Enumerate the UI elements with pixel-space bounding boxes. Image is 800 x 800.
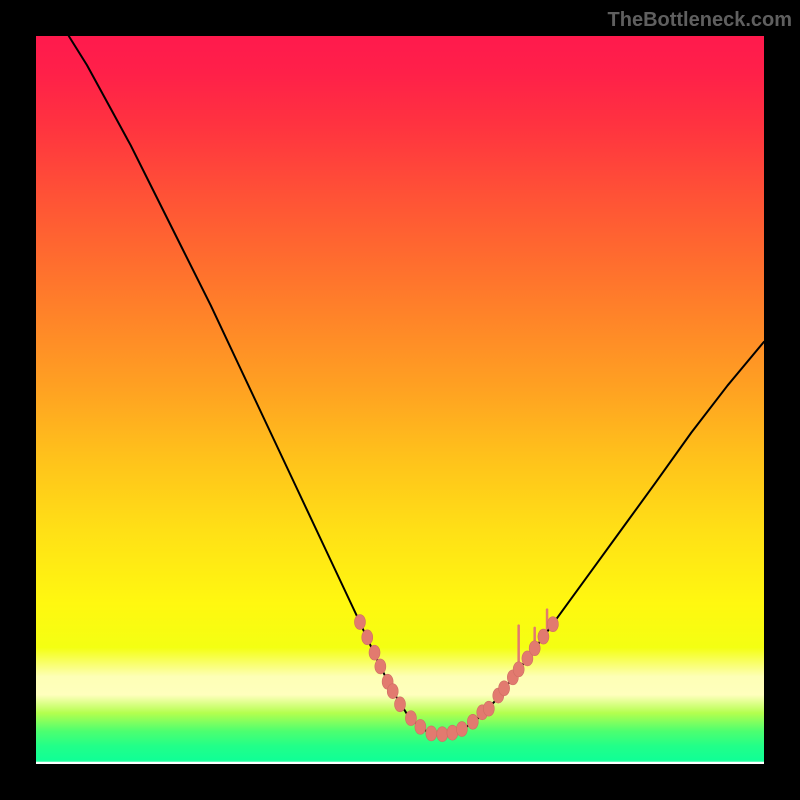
data-marker [538,629,549,644]
data-marker [387,684,398,699]
data-marker [499,681,510,696]
data-marker [437,727,448,742]
chart-svg: TheBottleneck.com [0,0,800,800]
data-marker [369,645,380,660]
data-marker [483,701,494,716]
data-marker [415,719,426,734]
chart-container: TheBottleneck.com [0,0,800,800]
data-marker [362,630,373,645]
data-marker [354,615,365,630]
data-marker [395,697,406,712]
data-marker [529,641,540,656]
data-marker [375,659,386,674]
data-marker [467,714,478,729]
data-marker [547,617,558,632]
attribution-text: TheBottleneck.com [608,9,792,31]
plot-background [36,36,764,764]
data-marker [456,722,467,737]
data-marker [513,662,524,677]
data-marker [426,726,437,741]
data-marker [405,711,416,726]
